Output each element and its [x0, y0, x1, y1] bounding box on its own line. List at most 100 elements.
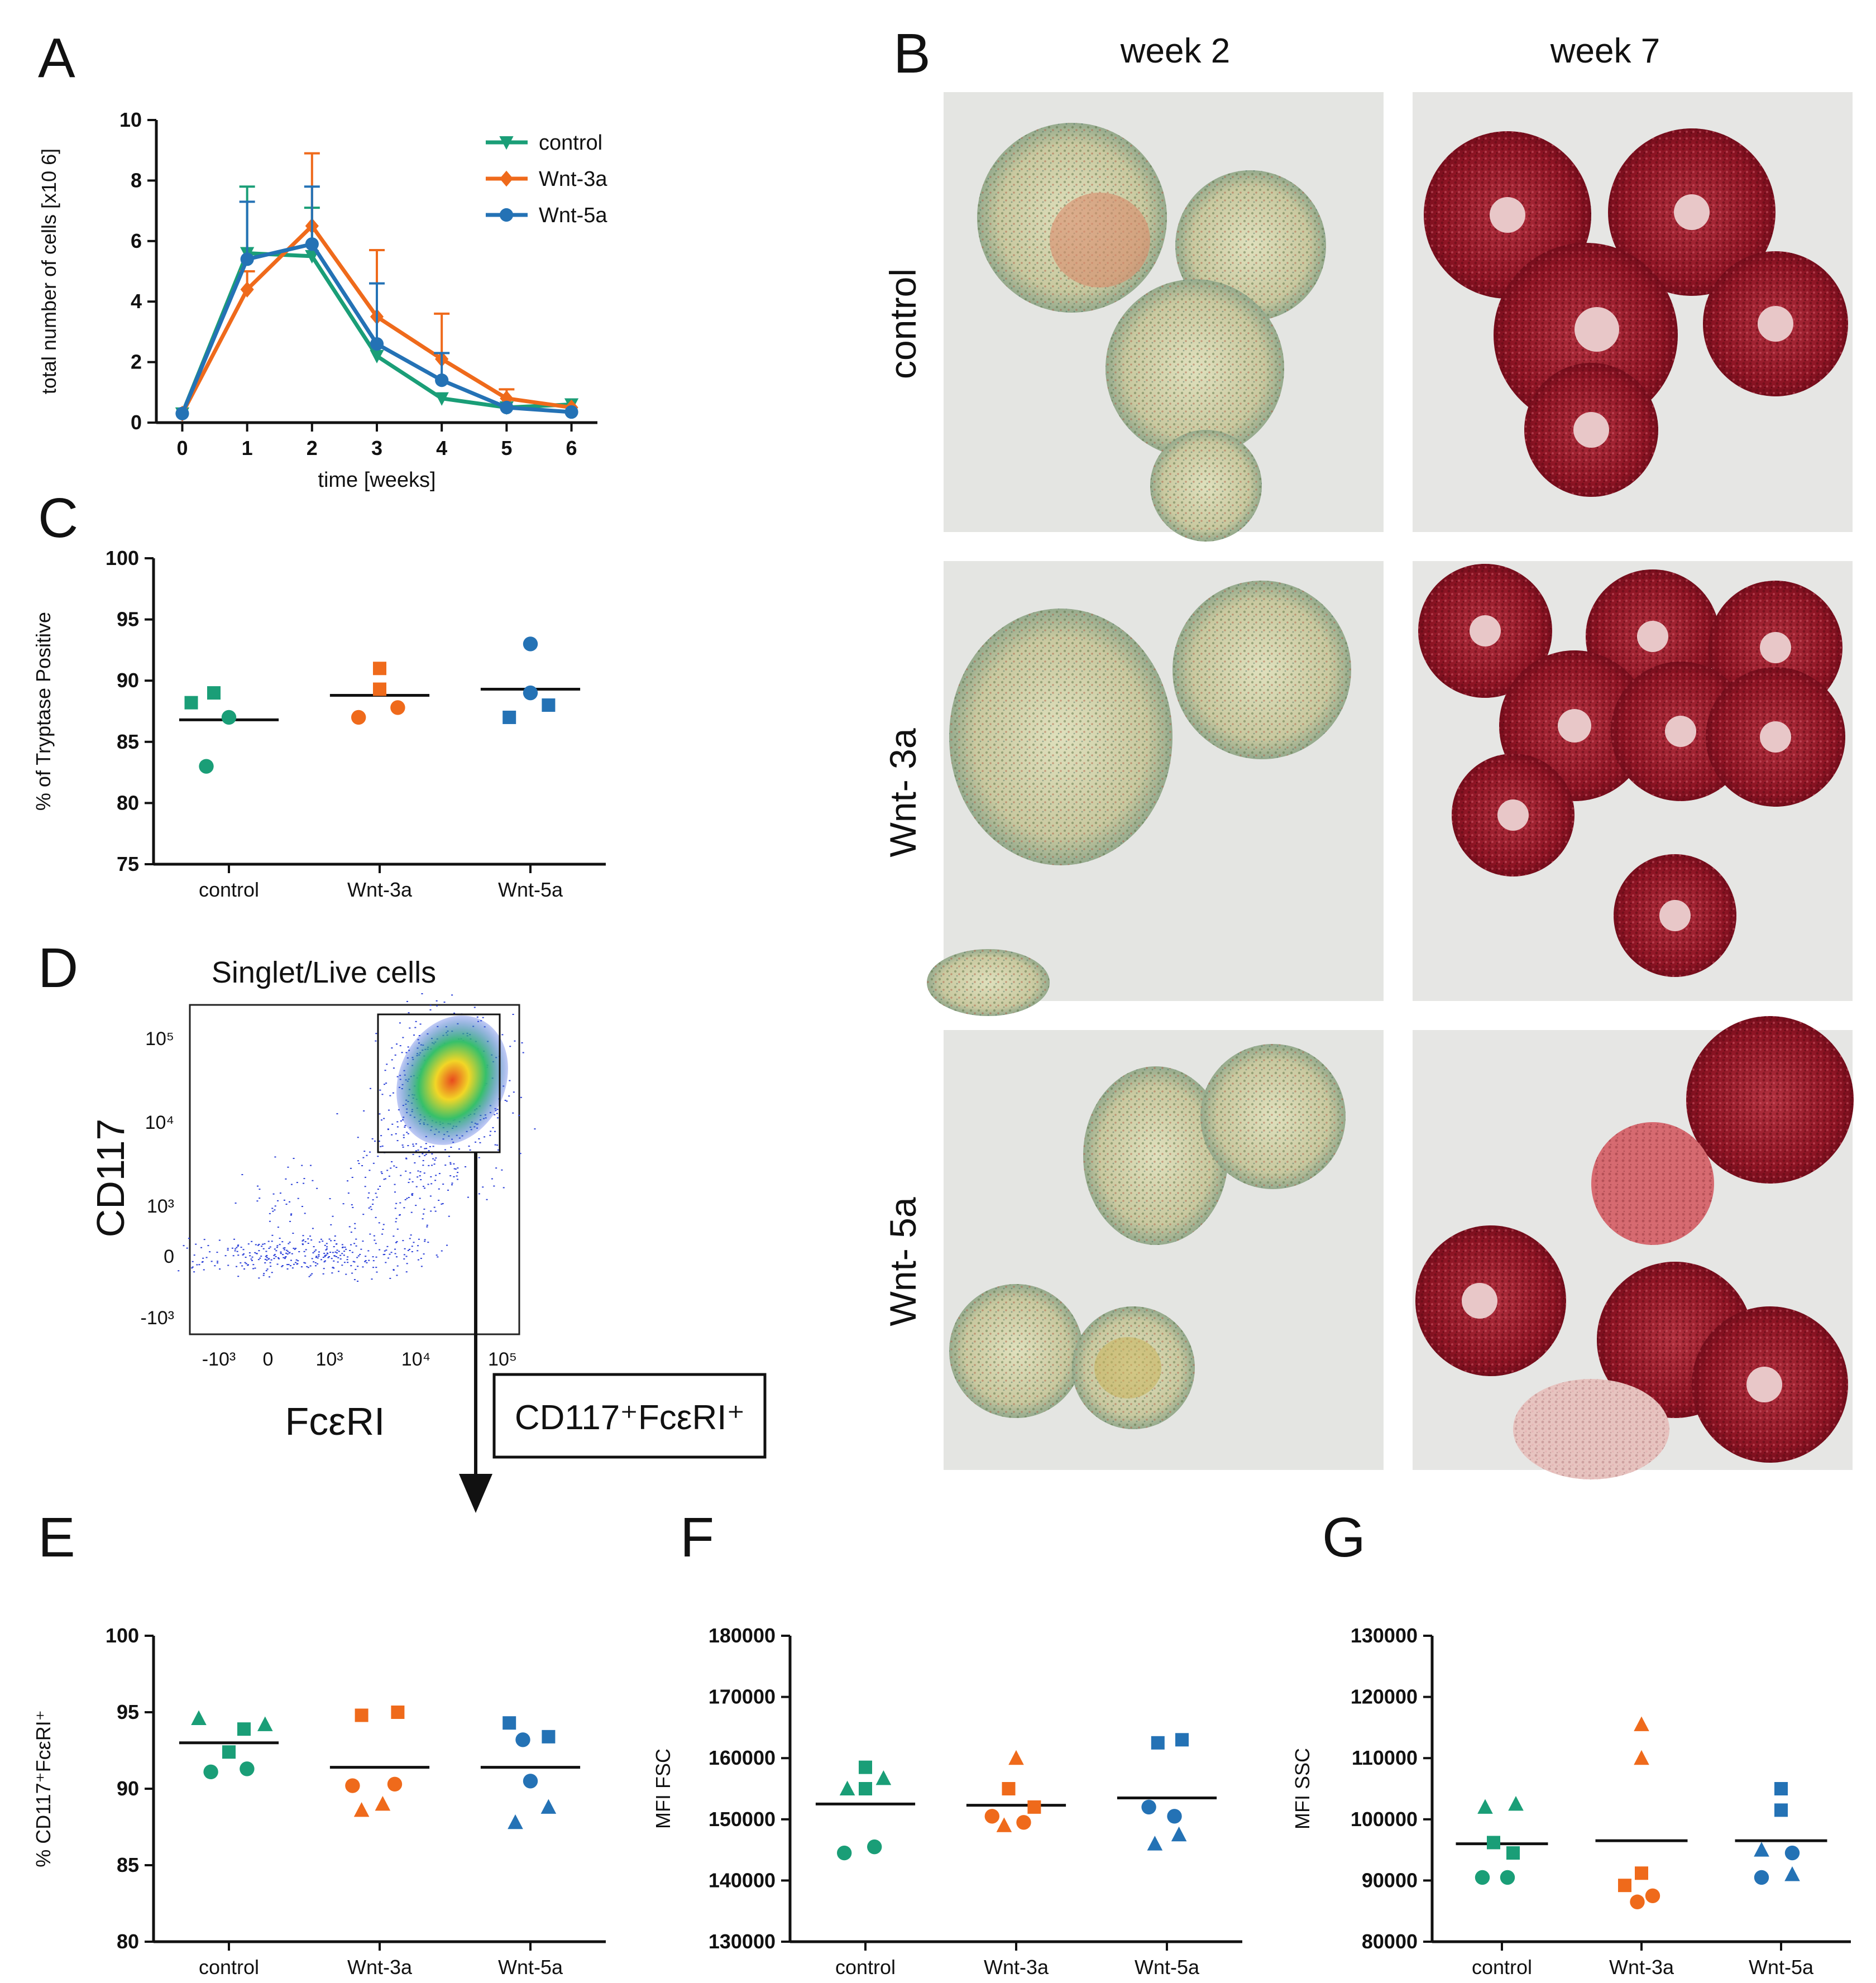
y-tick-label: 90 — [117, 1777, 139, 1800]
flow-event — [330, 1240, 332, 1242]
flow-event — [302, 1244, 304, 1246]
y-tick-label: 180000 — [709, 1624, 776, 1647]
flow-event — [451, 1182, 453, 1184]
flow-event — [380, 1119, 382, 1121]
flow-event — [432, 1146, 434, 1147]
flow-event — [385, 1262, 387, 1263]
flow-event — [405, 1256, 408, 1257]
flow-event — [273, 1254, 275, 1256]
flow-event — [331, 1258, 333, 1259]
flow-event — [384, 1070, 386, 1071]
flow-event — [407, 1133, 409, 1134]
flow-event — [454, 1168, 457, 1170]
flow-event — [490, 1131, 492, 1132]
flow-event — [264, 1258, 266, 1260]
flow-event — [451, 994, 453, 996]
flow-event — [409, 1248, 411, 1250]
flow-event — [447, 1189, 449, 1191]
flow-event — [251, 1256, 253, 1258]
flow-event — [453, 1168, 456, 1170]
flow-event — [193, 1254, 195, 1256]
flow-event — [433, 1163, 436, 1165]
flow-event — [216, 1262, 218, 1264]
flow-event — [357, 1280, 359, 1282]
flow-event — [303, 1262, 305, 1263]
flow-event — [232, 1255, 234, 1257]
y-tick-label: 80 — [117, 1930, 139, 1953]
flow-event — [302, 1243, 304, 1245]
flow-event — [237, 1244, 240, 1246]
flow-event — [404, 1126, 406, 1128]
data-point — [257, 1716, 273, 1731]
flow-event — [329, 1198, 331, 1200]
legend-marker — [499, 170, 514, 187]
flow-event — [268, 1248, 270, 1249]
flow-event — [502, 1187, 505, 1189]
flow-event — [347, 1256, 349, 1258]
flow-event — [271, 1208, 274, 1209]
flow-event — [334, 1235, 336, 1237]
flow-event — [492, 1127, 494, 1128]
flow-event — [366, 1262, 368, 1263]
flow-xtick: -10³ — [202, 1349, 236, 1370]
flow-event — [338, 1271, 340, 1272]
flow-event — [429, 1195, 432, 1197]
data-point — [875, 1770, 892, 1785]
flow-event — [381, 1233, 384, 1235]
flow-event — [256, 1200, 259, 1202]
flow-event — [390, 1252, 393, 1253]
data-point — [1141, 1799, 1156, 1815]
flow-event — [353, 1243, 356, 1244]
y-tick-label: 10 — [119, 108, 142, 131]
flow-event — [362, 1214, 365, 1215]
flow-event — [409, 1238, 411, 1239]
flow-event — [354, 1228, 356, 1229]
flow-event — [395, 1167, 398, 1168]
data-point — [837, 1845, 852, 1861]
flow-event — [429, 1009, 432, 1010]
flow-event — [294, 1248, 296, 1250]
flow-event — [438, 1188, 440, 1190]
flow-event — [285, 1249, 288, 1251]
flow-event — [269, 1276, 271, 1278]
flow-event — [357, 1137, 359, 1138]
flow-event — [349, 1250, 351, 1252]
x-tick-label: 1 — [242, 437, 253, 459]
flow-xtick: 10³ — [315, 1349, 343, 1370]
flow-event — [237, 1276, 240, 1277]
flow-event — [304, 1255, 307, 1257]
flow-event — [258, 1277, 260, 1279]
flow-event — [266, 1257, 268, 1258]
flow-event — [317, 1263, 319, 1264]
flow-event — [326, 1252, 328, 1254]
flow-event — [465, 1166, 467, 1168]
flow-event — [384, 1178, 386, 1180]
flow-event — [287, 1166, 289, 1168]
flow-event — [381, 1172, 383, 1174]
flow-event — [333, 1260, 335, 1262]
flow-event — [367, 1197, 369, 1199]
flow-event — [375, 1267, 377, 1268]
flow-event — [288, 1264, 290, 1266]
y-tick-label: 85 — [117, 1853, 139, 1876]
flow-event — [203, 1239, 205, 1240]
data-point — [1645, 1888, 1660, 1903]
y-tick-label: 100 — [106, 1624, 139, 1647]
flow-event — [342, 1203, 344, 1205]
flow-event — [482, 1186, 484, 1188]
flow-event — [415, 1021, 417, 1022]
flow-event — [450, 1147, 452, 1148]
flow-event — [283, 1247, 285, 1249]
y-tick-label: 100 — [106, 547, 139, 569]
data-point — [345, 1778, 360, 1793]
y-tick-label: 90 — [117, 669, 139, 692]
flow-event — [242, 1249, 245, 1251]
flow-event — [333, 1240, 336, 1242]
data-point — [1635, 1866, 1648, 1880]
flow-event — [403, 1137, 405, 1138]
flow-event — [191, 1267, 193, 1269]
flow-event — [341, 1264, 343, 1266]
x-tick-label: Wnt-3a — [347, 878, 413, 901]
flow-event — [301, 1165, 303, 1166]
panel-label-f: F — [680, 1506, 714, 1569]
